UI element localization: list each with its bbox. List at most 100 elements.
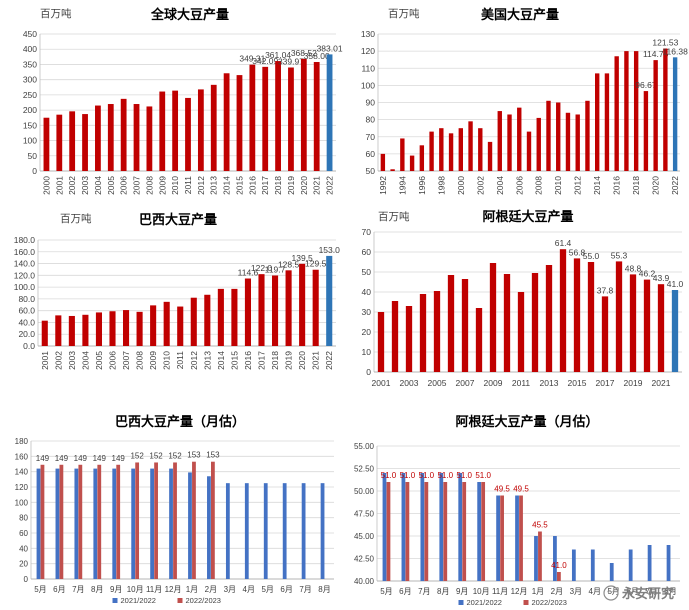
y-tick-label: 100	[23, 136, 37, 146]
chart-4: 阿根廷大豆产量 百万吨 0 10 20 30 40 50 60 70 2001 2003 2005 200…	[362, 209, 684, 388]
bar	[197, 89, 204, 171]
data-label: 339.97	[278, 56, 304, 66]
bar	[575, 114, 580, 171]
x-tick-label: 2月	[551, 587, 563, 596]
data-label: 51.0	[475, 471, 491, 480]
data-label: 41.0	[667, 279, 684, 289]
x-tick-label: 5月	[261, 585, 273, 594]
y-tick-label: 50.00	[354, 487, 375, 496]
x-tick-label: 2007	[121, 351, 131, 370]
watermark-text: 永安研究	[621, 586, 674, 601]
bar-1	[628, 549, 633, 581]
bar-1	[609, 563, 614, 581]
chart-title: 全球大豆产量	[150, 7, 229, 22]
x-tick-label: 1996	[417, 176, 427, 195]
x-tick-label: 2016	[612, 176, 622, 195]
x-tick-label: 2000	[456, 176, 466, 195]
x-tick-label: 10月	[127, 585, 144, 594]
bar	[657, 284, 665, 372]
bar	[262, 66, 269, 171]
bar-1	[225, 483, 230, 579]
bar	[120, 98, 127, 171]
bar-1	[301, 483, 306, 579]
x-tick-label: 2020	[299, 176, 309, 195]
data-label: 56.8	[569, 247, 586, 257]
y-tick-label: 50	[366, 166, 376, 176]
x-tick-label: 2022	[325, 176, 335, 195]
x-tick-label: 6月	[399, 587, 411, 596]
bar	[95, 312, 103, 346]
data-label: 51.0	[419, 471, 435, 480]
bar-2	[40, 464, 45, 579]
data-label: 358.00	[304, 51, 330, 61]
bar-2	[557, 572, 561, 581]
x-tick-label: 6月	[626, 587, 638, 596]
y-tick-label: 120	[361, 46, 375, 56]
x-tick-label: 3月	[224, 585, 236, 594]
bar	[326, 54, 333, 172]
bar-1	[112, 468, 117, 579]
bar-2	[135, 462, 140, 579]
x-tick-label: 2021	[312, 176, 322, 195]
bar	[643, 91, 649, 171]
y-tick-label: 40.0	[18, 317, 35, 327]
bar-1	[458, 473, 463, 581]
bar-2	[481, 482, 486, 581]
x-tick-label: 5月	[380, 587, 392, 596]
bar-1	[401, 473, 406, 581]
wechat-icon-eye	[612, 590, 615, 593]
y-tick-label: 20.0	[18, 329, 35, 339]
y-tick-label: 350	[23, 59, 37, 69]
bar-1	[515, 495, 519, 581]
bar	[177, 306, 184, 346]
data-label: 45.5	[532, 521, 548, 530]
bar-1	[571, 549, 576, 581]
bar-2	[443, 482, 448, 581]
y-tick-label: 30	[362, 307, 372, 317]
data-label: 96.67	[635, 80, 657, 90]
y-tick-label: 42.50	[354, 555, 375, 564]
x-tick-label: 2001	[40, 351, 50, 370]
legend-label: 2021/2022	[467, 598, 502, 607]
x-tick-label: 4月	[243, 585, 255, 594]
bar	[587, 262, 595, 372]
bar	[223, 73, 230, 171]
bar-2	[386, 482, 391, 581]
y-tick-label: 10	[362, 347, 372, 357]
bar	[487, 141, 493, 171]
x-tick-label: 2015	[234, 176, 244, 195]
bar-2	[462, 482, 467, 581]
bar-1	[590, 549, 595, 581]
x-tick-label: 2010	[170, 176, 180, 195]
bar	[159, 91, 166, 171]
bar-2	[424, 482, 429, 581]
data-label: 153	[206, 451, 220, 460]
data-label: 37.8	[597, 285, 614, 295]
chart-3: 巴西大豆产量 百万吨 0.0 20.0 40.060.0 80.0 100.0 120.014…	[14, 212, 340, 370]
x-tick-label: 2008	[534, 176, 544, 195]
bar	[43, 117, 50, 171]
y-tick-label: 45.00	[354, 532, 375, 541]
data-label: 368.52	[291, 48, 317, 58]
bar	[150, 305, 157, 346]
x-tick-label: 2013	[209, 176, 219, 195]
x-tick-label: 2018	[270, 351, 280, 370]
bar	[258, 274, 265, 346]
bar	[653, 60, 658, 171]
bar	[82, 314, 89, 346]
bar	[271, 275, 279, 346]
x-tick-label: 12月	[165, 585, 182, 594]
chart-title: 美国大豆产量	[481, 7, 559, 22]
x-tick-label: 2020	[297, 351, 307, 370]
y-tick-label: 100	[361, 80, 375, 90]
x-tick-label: 2008	[144, 176, 154, 195]
bar	[489, 263, 497, 372]
bar	[109, 311, 116, 346]
bar-1	[131, 468, 136, 579]
bar-1	[55, 468, 60, 579]
y-tick-label: 60	[19, 529, 28, 538]
x-tick-label: 2013	[540, 378, 559, 388]
x-tick-label: 8月	[664, 587, 676, 596]
bar	[69, 111, 76, 171]
